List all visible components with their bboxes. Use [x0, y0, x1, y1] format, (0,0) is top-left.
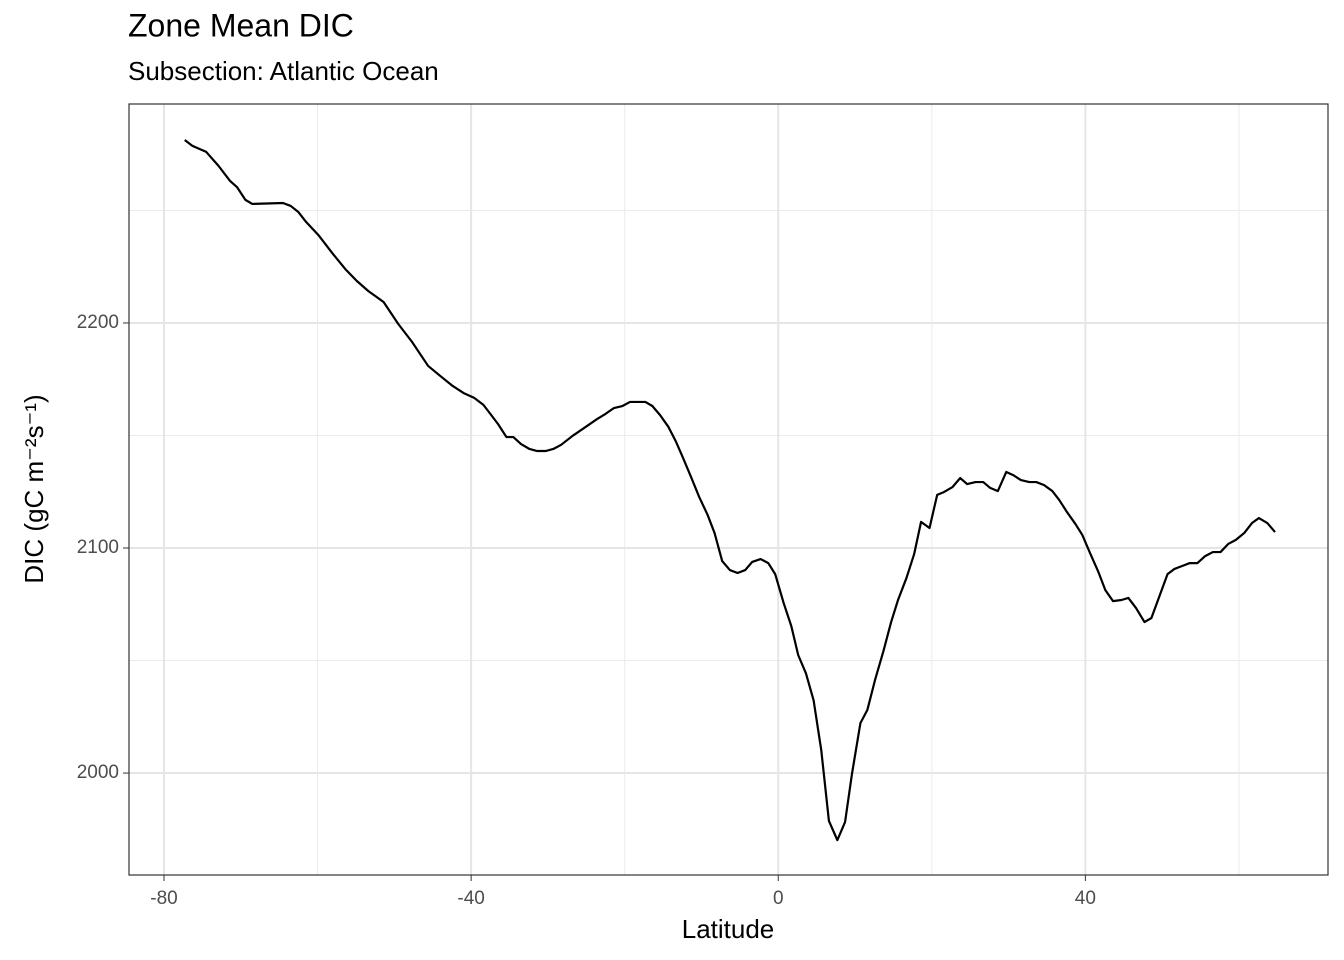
x-tick-label: 40 — [1075, 888, 1096, 909]
x-axis-title: Latitude — [682, 914, 775, 944]
y-tick-label: 2000 — [77, 762, 119, 783]
x-tick-label: -40 — [457, 888, 484, 909]
y-axis-title: DIC (gC m⁻²s⁻¹) — [19, 394, 49, 583]
data-line — [184, 139, 1276, 842]
y-tick-label: 2100 — [77, 537, 119, 558]
plot-border — [128, 103, 1329, 876]
x-tick-label: 0 — [773, 888, 784, 909]
chart-subtitle: Subsection: Atlantic Ocean — [128, 56, 439, 86]
x-tick-label: -80 — [150, 888, 177, 909]
y-tick-label: 2200 — [77, 312, 119, 333]
chart-title: Zone Mean DIC — [128, 7, 354, 43]
